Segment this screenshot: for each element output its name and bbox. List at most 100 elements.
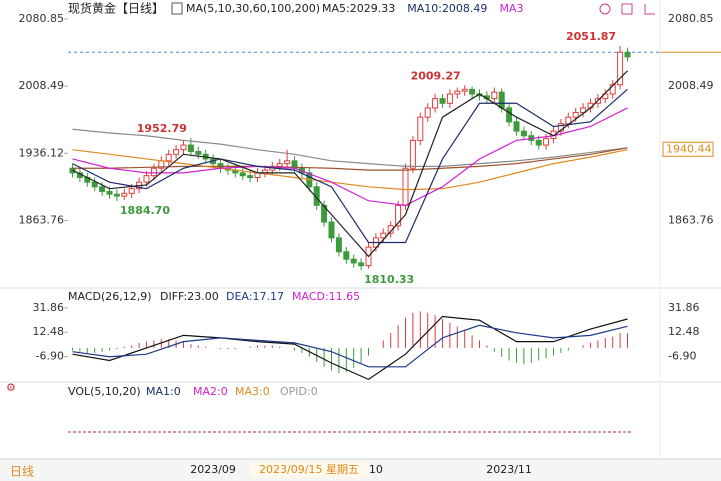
candle-body [565, 116, 572, 125]
y-tick-label: 1936.12 [19, 146, 65, 159]
vol-opid: OPID:0 [280, 385, 318, 398]
vol-ma1: MA1:0 [146, 385, 181, 398]
candle-body [113, 193, 120, 197]
x-tick-label: 2023/11 [486, 463, 532, 476]
gear-icon[interactable]: ⚙ [6, 381, 16, 394]
candle-body [187, 144, 194, 153]
candle-body [609, 84, 616, 95]
macd-tick-label: -6.90 [36, 350, 64, 363]
cursor-label-box [250, 462, 368, 478]
candle-body [543, 138, 550, 146]
candle-body [121, 192, 128, 197]
candle-body [580, 107, 587, 114]
macd-diff-label: DIFF:23.00 [160, 290, 219, 303]
ma-line [72, 147, 628, 171]
candle-body [321, 204, 328, 223]
y-tick-label: 2080.85 [19, 12, 65, 25]
macd-dea-label: DEA:17.17 [226, 290, 284, 303]
candle-body [343, 251, 350, 260]
macd-tick-label-right: 31.86 [668, 301, 700, 314]
candle-body [617, 51, 624, 86]
macd-tick-label: 12.48 [33, 325, 65, 338]
legend-entry: MA5:2029.33 [322, 2, 395, 15]
ma-last-box [662, 141, 714, 157]
candle-body [173, 149, 180, 155]
macd-tick-label-right: 12.48 [668, 325, 700, 338]
ma-line [72, 88, 628, 244]
y-tick-label: 1863.76 [19, 213, 65, 226]
x-tick-label: 2023/09 [190, 463, 236, 476]
candle-body [520, 130, 527, 137]
candle-body [424, 107, 431, 118]
legend-entry: MA3 [499, 2, 523, 15]
cursor-label: 2023/09/15 星期五 [259, 463, 359, 476]
y-tick-label-right: 1863.76 [668, 213, 714, 226]
x-tick-label: 10 [369, 463, 383, 476]
candle-body [106, 190, 113, 195]
candle-body [491, 91, 498, 100]
candle-body [417, 116, 424, 141]
y-tick-label-right: 2008.49 [668, 79, 714, 92]
candle-body [461, 88, 468, 92]
candle-body [335, 237, 342, 253]
candle-body [432, 98, 439, 109]
macd-title: MACD(26,12,9) [68, 290, 152, 303]
candle-body [358, 262, 365, 267]
macd-tick-label: 31.86 [33, 301, 65, 314]
candle-body [239, 172, 246, 177]
candle-body [395, 204, 402, 227]
high-label: 2009.27 [411, 69, 461, 82]
candle-body [328, 221, 335, 239]
candle-body [535, 139, 542, 146]
macd-tick-label-right: -6.90 [668, 350, 696, 363]
ma-last-label: 1940.44 [666, 142, 712, 155]
candle-body [454, 90, 461, 95]
candle-body [99, 186, 106, 192]
ma-line [72, 128, 628, 167]
macd-diff-line [72, 315, 628, 381]
candle-body [350, 258, 357, 264]
candle-body [572, 112, 579, 118]
ma-icon[interactable] [171, 2, 183, 15]
high-label: 1952.79 [137, 122, 187, 135]
legend-entry: MA10:2008.49 [407, 2, 487, 15]
candle-body [446, 93, 453, 104]
candle-body [624, 51, 631, 58]
ma-header: MA(5,10,30,60,100,200) [186, 2, 320, 15]
candle-body [276, 163, 283, 167]
candle-body [513, 121, 520, 132]
high-label: 2051.87 [566, 30, 616, 43]
candle-body [402, 167, 409, 206]
candle-body [195, 151, 202, 155]
y-tick-label-right: 2080.85 [668, 12, 714, 25]
candle-body [128, 188, 135, 194]
vol-ma2: MA2:0 [193, 385, 228, 398]
window-icon[interactable] [621, 3, 633, 15]
macd-dea-line [72, 324, 628, 368]
candle-body [506, 107, 513, 123]
ma-line [72, 149, 628, 191]
candle-body [469, 88, 476, 95]
toolbar [599, 3, 655, 15]
low-label: 1810.33 [364, 273, 414, 286]
vol-title: VOL(5,10,20) [68, 385, 141, 398]
candle-body [247, 175, 254, 179]
candle-body [91, 181, 98, 188]
low-label: 1884.70 [120, 204, 170, 217]
ma-line [72, 70, 628, 258]
settings-icon[interactable] [599, 3, 611, 15]
candle-body [380, 232, 387, 239]
chart-title: 现货黄金【日线】 [68, 1, 164, 16]
ma-line [72, 107, 628, 206]
candle-body [150, 167, 157, 177]
candle-body [165, 153, 172, 162]
macd-macd-label: MACD:11.65 [292, 290, 360, 303]
expand-icon[interactable] [644, 4, 655, 15]
candle-body [313, 186, 320, 206]
period-label[interactable]: 日线 [10, 465, 34, 479]
vol-ma3: MA3:0 [235, 385, 270, 398]
candle-body [387, 225, 394, 234]
candle-body [409, 139, 416, 169]
